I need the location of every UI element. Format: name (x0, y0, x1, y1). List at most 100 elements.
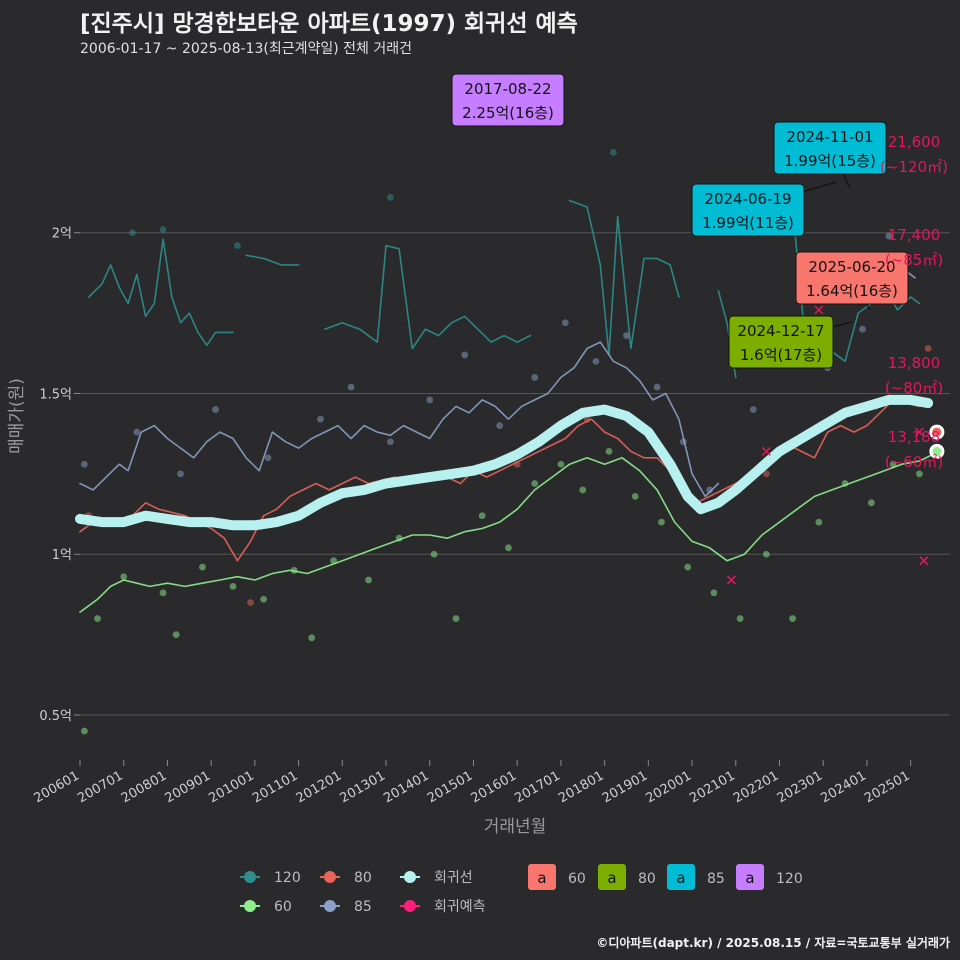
x-tick-label: 201001 (206, 768, 256, 806)
series-line-regression (75, 394, 934, 531)
annotation-price: 2.25억(16층) (462, 104, 554, 122)
scatter-point (478, 512, 486, 520)
x-tick-label: 200901 (163, 768, 213, 806)
x-tick-label: 202501 (862, 768, 912, 806)
annotation-date: 2024-11-01 (786, 128, 873, 146)
scatter-point (177, 470, 184, 478)
scatter-point (557, 460, 565, 468)
x-tick-label: 201701 (512, 768, 562, 806)
series-line-120 (568, 199, 680, 356)
scatter-point (308, 634, 316, 642)
x-tick-label: 201301 (338, 768, 388, 806)
legend-dot-key (244, 900, 256, 912)
series-line-120 (324, 244, 532, 350)
scatter-point (80, 460, 88, 468)
scatter-point (80, 727, 88, 735)
annotation-box (728, 315, 834, 369)
legend-box-label: 80 (638, 871, 656, 887)
series-line-120 (245, 254, 300, 266)
scatter-point (609, 148, 617, 156)
x-axis-title: 거래년월 (484, 817, 547, 837)
legend-box-glyph: a (607, 869, 616, 887)
legend-label: 회귀예측 (434, 899, 486, 915)
scatter-point (264, 454, 272, 462)
x-tick-label: 200601 (32, 768, 82, 806)
forecast-point (929, 443, 945, 459)
scatter-point (172, 631, 180, 639)
x-tick-label: 202301 (775, 768, 825, 806)
x-tick-label: 202201 (731, 768, 781, 806)
legend-box-label: 85 (707, 871, 725, 887)
scatter-point (762, 470, 770, 478)
x-tick-label: 201501 (425, 768, 475, 806)
scatter-point (789, 615, 797, 622)
scatter-point (605, 447, 613, 455)
side-label-area: (~85㎡) (885, 251, 943, 269)
scatter-point (426, 396, 434, 404)
annotation-price: 1.99억(11층) (702, 214, 794, 232)
scatter-point (247, 599, 254, 606)
legend-dot-key (324, 900, 336, 912)
legend-dot-key (404, 871, 416, 883)
cross-mark (726, 575, 736, 585)
scatter-point (330, 557, 337, 565)
legend-box-glyph: a (676, 869, 685, 887)
scatter-point (658, 518, 665, 526)
cross-mark (761, 446, 771, 456)
y-tick-label: 0.5억 (39, 709, 72, 724)
scatter-point (133, 428, 141, 436)
chart-subtitle: 2006-01-17 ~ 2025-08-13(최근계약일) 전체 거래건 (80, 41, 412, 57)
scatter-point (212, 406, 219, 413)
legend-box-key (667, 864, 695, 890)
scatter-point (924, 345, 932, 352)
annotation-box (451, 73, 565, 127)
scatter-point (365, 576, 372, 584)
scatter-point (387, 193, 394, 201)
scatter-point (387, 438, 394, 446)
annotation-price: 1.64억(16층) (806, 282, 898, 300)
scatter-point (461, 351, 469, 359)
legend-label: 85 (354, 899, 372, 915)
legend-box-label: 120 (776, 871, 803, 887)
scatter-point (531, 480, 539, 487)
scatter-point (452, 615, 460, 622)
legend-label: 120 (274, 870, 301, 886)
scatter-point (317, 415, 324, 423)
scatter-point (94, 615, 101, 622)
chart-title: [진주시] 망경한보타운 아파트(1997) 회귀선 예측 (80, 11, 578, 37)
legend-box-glyph: a (745, 869, 754, 887)
annotation-box (795, 251, 909, 305)
cross-mark (814, 305, 824, 315)
x-tick-label: 200701 (75, 768, 125, 806)
scatter-point (684, 563, 692, 571)
x-tick-label: 202401 (818, 768, 868, 806)
scatter-point (505, 544, 512, 552)
scatter-point (347, 383, 355, 391)
legend-box-key (736, 864, 764, 890)
scatter-point (706, 486, 713, 494)
x-tick-label: 201801 (556, 768, 606, 806)
scatter-point (233, 242, 241, 250)
scatter-point (867, 499, 875, 507)
scatter-point (762, 550, 770, 558)
x-tick-label: 202101 (687, 768, 737, 806)
annotation-price: 1.99억(15층) (784, 152, 876, 170)
x-tick-label: 202001 (644, 768, 694, 806)
scatter-point (229, 582, 237, 590)
series-line-60 (79, 453, 934, 613)
side-label-price: 13,800 (888, 354, 941, 372)
annotation-date: 2024-06-19 (704, 190, 791, 208)
scatter-point (159, 226, 167, 233)
scatter-point (561, 319, 569, 327)
scatter-point (531, 374, 539, 381)
scatter-point (915, 470, 923, 478)
y-tick-label: 1.5억 (39, 387, 72, 402)
scatter-point (736, 615, 744, 622)
cross-mark (914, 427, 924, 437)
legend-dot-key (244, 871, 256, 883)
legend-box-glyph: a (537, 869, 546, 887)
series-line-120 (87, 238, 234, 347)
legend-dot-key (324, 871, 336, 883)
side-label-price: 21,600 (888, 133, 941, 151)
legend-box-key (598, 864, 626, 890)
